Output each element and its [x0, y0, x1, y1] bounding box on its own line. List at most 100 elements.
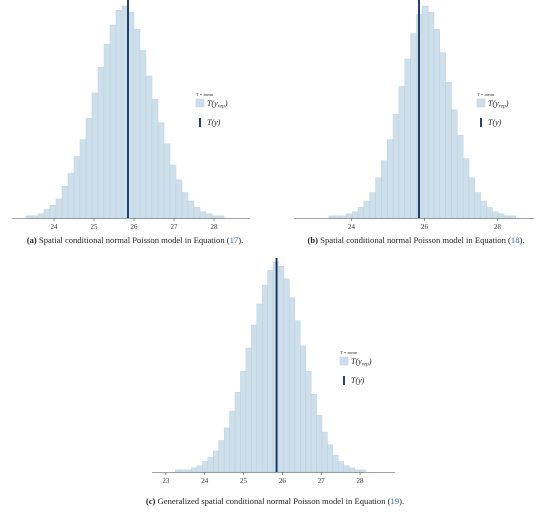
bar-b-26 — [462, 158, 470, 219]
bar-a-3 — [43, 209, 51, 219]
bar-a-11 — [91, 92, 99, 219]
bar-c-32 — [343, 465, 350, 473]
x-tick-label-c-1: 24 — [201, 477, 209, 485]
x-tick-label-c-0: 23 — [162, 477, 170, 485]
bar-b-11 — [375, 177, 382, 219]
bar-c-5 — [196, 465, 203, 473]
bar-c-6 — [202, 461, 209, 473]
bar-b-25 — [457, 135, 464, 219]
histogram-c: 23 24 25 26 27 28 T = mean T(yrep) T(y) — [152, 258, 395, 485]
caption-c-letter: (c) — [145, 496, 156, 506]
bar-c-33 — [348, 467, 355, 473]
legend-obs-label-b: T(y) — [488, 118, 502, 127]
bar-b-31 — [492, 211, 499, 219]
caption-b-letter: (b) — [307, 235, 319, 245]
bar-a-2 — [37, 213, 45, 219]
x-tick-label-b-1: 26 — [421, 223, 429, 231]
bar-b-28 — [474, 192, 481, 219]
bar-a-23 — [163, 143, 171, 219]
bar-c-4 — [191, 467, 198, 473]
bar-c-18 — [267, 270, 274, 473]
bar-b-14 — [392, 113, 400, 219]
bar-a-32 — [217, 215, 225, 219]
bar-a-9 — [79, 139, 87, 219]
bar-b-7 — [351, 211, 359, 219]
caption-b-ref[interactable]: 18 — [510, 235, 520, 245]
bar-b-22 — [439, 52, 446, 219]
caption-b-text: Spatial conditional normal Poisson model… — [320, 235, 511, 245]
bar-a-31 — [211, 215, 219, 219]
x-tick-label-a-1: 25 — [91, 223, 99, 231]
legend-rep-label-a: T(yrep) — [207, 99, 228, 110]
bar-b-27 — [468, 177, 476, 219]
bar-b-15 — [398, 86, 405, 219]
bar-c-2 — [180, 469, 187, 473]
bar-a-30 — [205, 213, 213, 219]
x-tick-label-c-4: 27 — [318, 477, 326, 485]
bar-c-35 — [359, 469, 366, 473]
legend-c: T = mean T(yrep) T(y) — [339, 350, 372, 385]
bar-a-15 — [115, 10, 123, 219]
bar-a-19 — [139, 50, 147, 219]
bar-c-26 — [310, 394, 317, 473]
bar-b-17 — [410, 33, 417, 219]
caption-b: (b) Spatial conditional normal Poisson m… — [282, 235, 550, 245]
bar-b-19 — [422, 5, 429, 219]
bar-c-30 — [332, 454, 339, 473]
histogram-b: 24 26 28 T = mean T(yrep) T(y) — [294, 0, 534, 231]
legend-rep-label-b: T(yrep) — [488, 99, 509, 110]
bar-b-3 — [328, 215, 335, 219]
bar-a-10 — [85, 118, 93, 219]
bar-c-24 — [300, 345, 306, 473]
legend-title-c: T = mean — [340, 350, 358, 355]
x-tick-label-b-0: 24 — [348, 223, 356, 231]
bar-a-28 — [193, 207, 201, 219]
bar-b-9 — [363, 200, 370, 219]
bar-c-9 — [218, 440, 225, 473]
bar-b-8 — [357, 207, 365, 219]
bar-a-8 — [73, 156, 81, 219]
bar-c-7 — [207, 457, 214, 473]
bar-c-22 — [289, 297, 296, 473]
bar-b-21 — [433, 29, 441, 219]
bar-b-10 — [369, 192, 376, 219]
bar-c-12 — [234, 391, 241, 473]
bars-a — [25, 5, 225, 219]
x-tick-label-c-2: 25 — [240, 477, 248, 485]
caption-c-end: ). — [399, 496, 405, 506]
bar-c-17 — [261, 284, 268, 473]
bar-b-32 — [498, 213, 505, 219]
legend-title-a: T = mean — [196, 92, 214, 97]
legend-title-b: T = mean — [477, 92, 495, 97]
x-tick-label-a-3: 27 — [171, 223, 179, 231]
bar-b-24 — [451, 109, 458, 219]
bar-a-25 — [175, 179, 183, 219]
bars-b — [328, 5, 516, 219]
bar-c-29 — [327, 444, 334, 473]
bar-c-27 — [316, 415, 323, 473]
panel-a: 24 25 26 27 28 T = mean T(yrep) T(y) — [0, 0, 270, 232]
bar-a-29 — [199, 211, 207, 219]
bar-a-13 — [103, 43, 111, 219]
caption-a-ref[interactable]: 17 — [229, 235, 239, 245]
bar-b-13 — [387, 139, 394, 219]
bar-c-10 — [223, 427, 230, 473]
histogram-a: 24 25 26 27 28 T = mean T(yrep) T(y) — [12, 0, 250, 231]
legend-rep-swatch-b — [476, 98, 486, 108]
bar-a-22 — [157, 122, 165, 219]
legend-rep-label-c: T(yrep) — [351, 357, 372, 368]
legend-rep-swatch-a — [195, 98, 205, 108]
bar-b-16 — [404, 58, 411, 219]
bar-c-31 — [338, 461, 344, 473]
bar-a-20 — [145, 75, 153, 219]
bar-c-21 — [283, 278, 290, 473]
bar-b-34 — [509, 215, 516, 219]
bar-a-27 — [187, 200, 195, 219]
caption-c-ref[interactable]: 19 — [390, 496, 400, 506]
legend-a: T = mean T(yrep) T(y) — [195, 92, 228, 127]
bar-c-23 — [294, 320, 301, 473]
legend-b: T = mean T(yrep) T(y) — [476, 92, 509, 127]
bar-a-14 — [109, 24, 117, 219]
bar-c-25 — [305, 370, 312, 473]
bar-b-33 — [503, 215, 511, 219]
